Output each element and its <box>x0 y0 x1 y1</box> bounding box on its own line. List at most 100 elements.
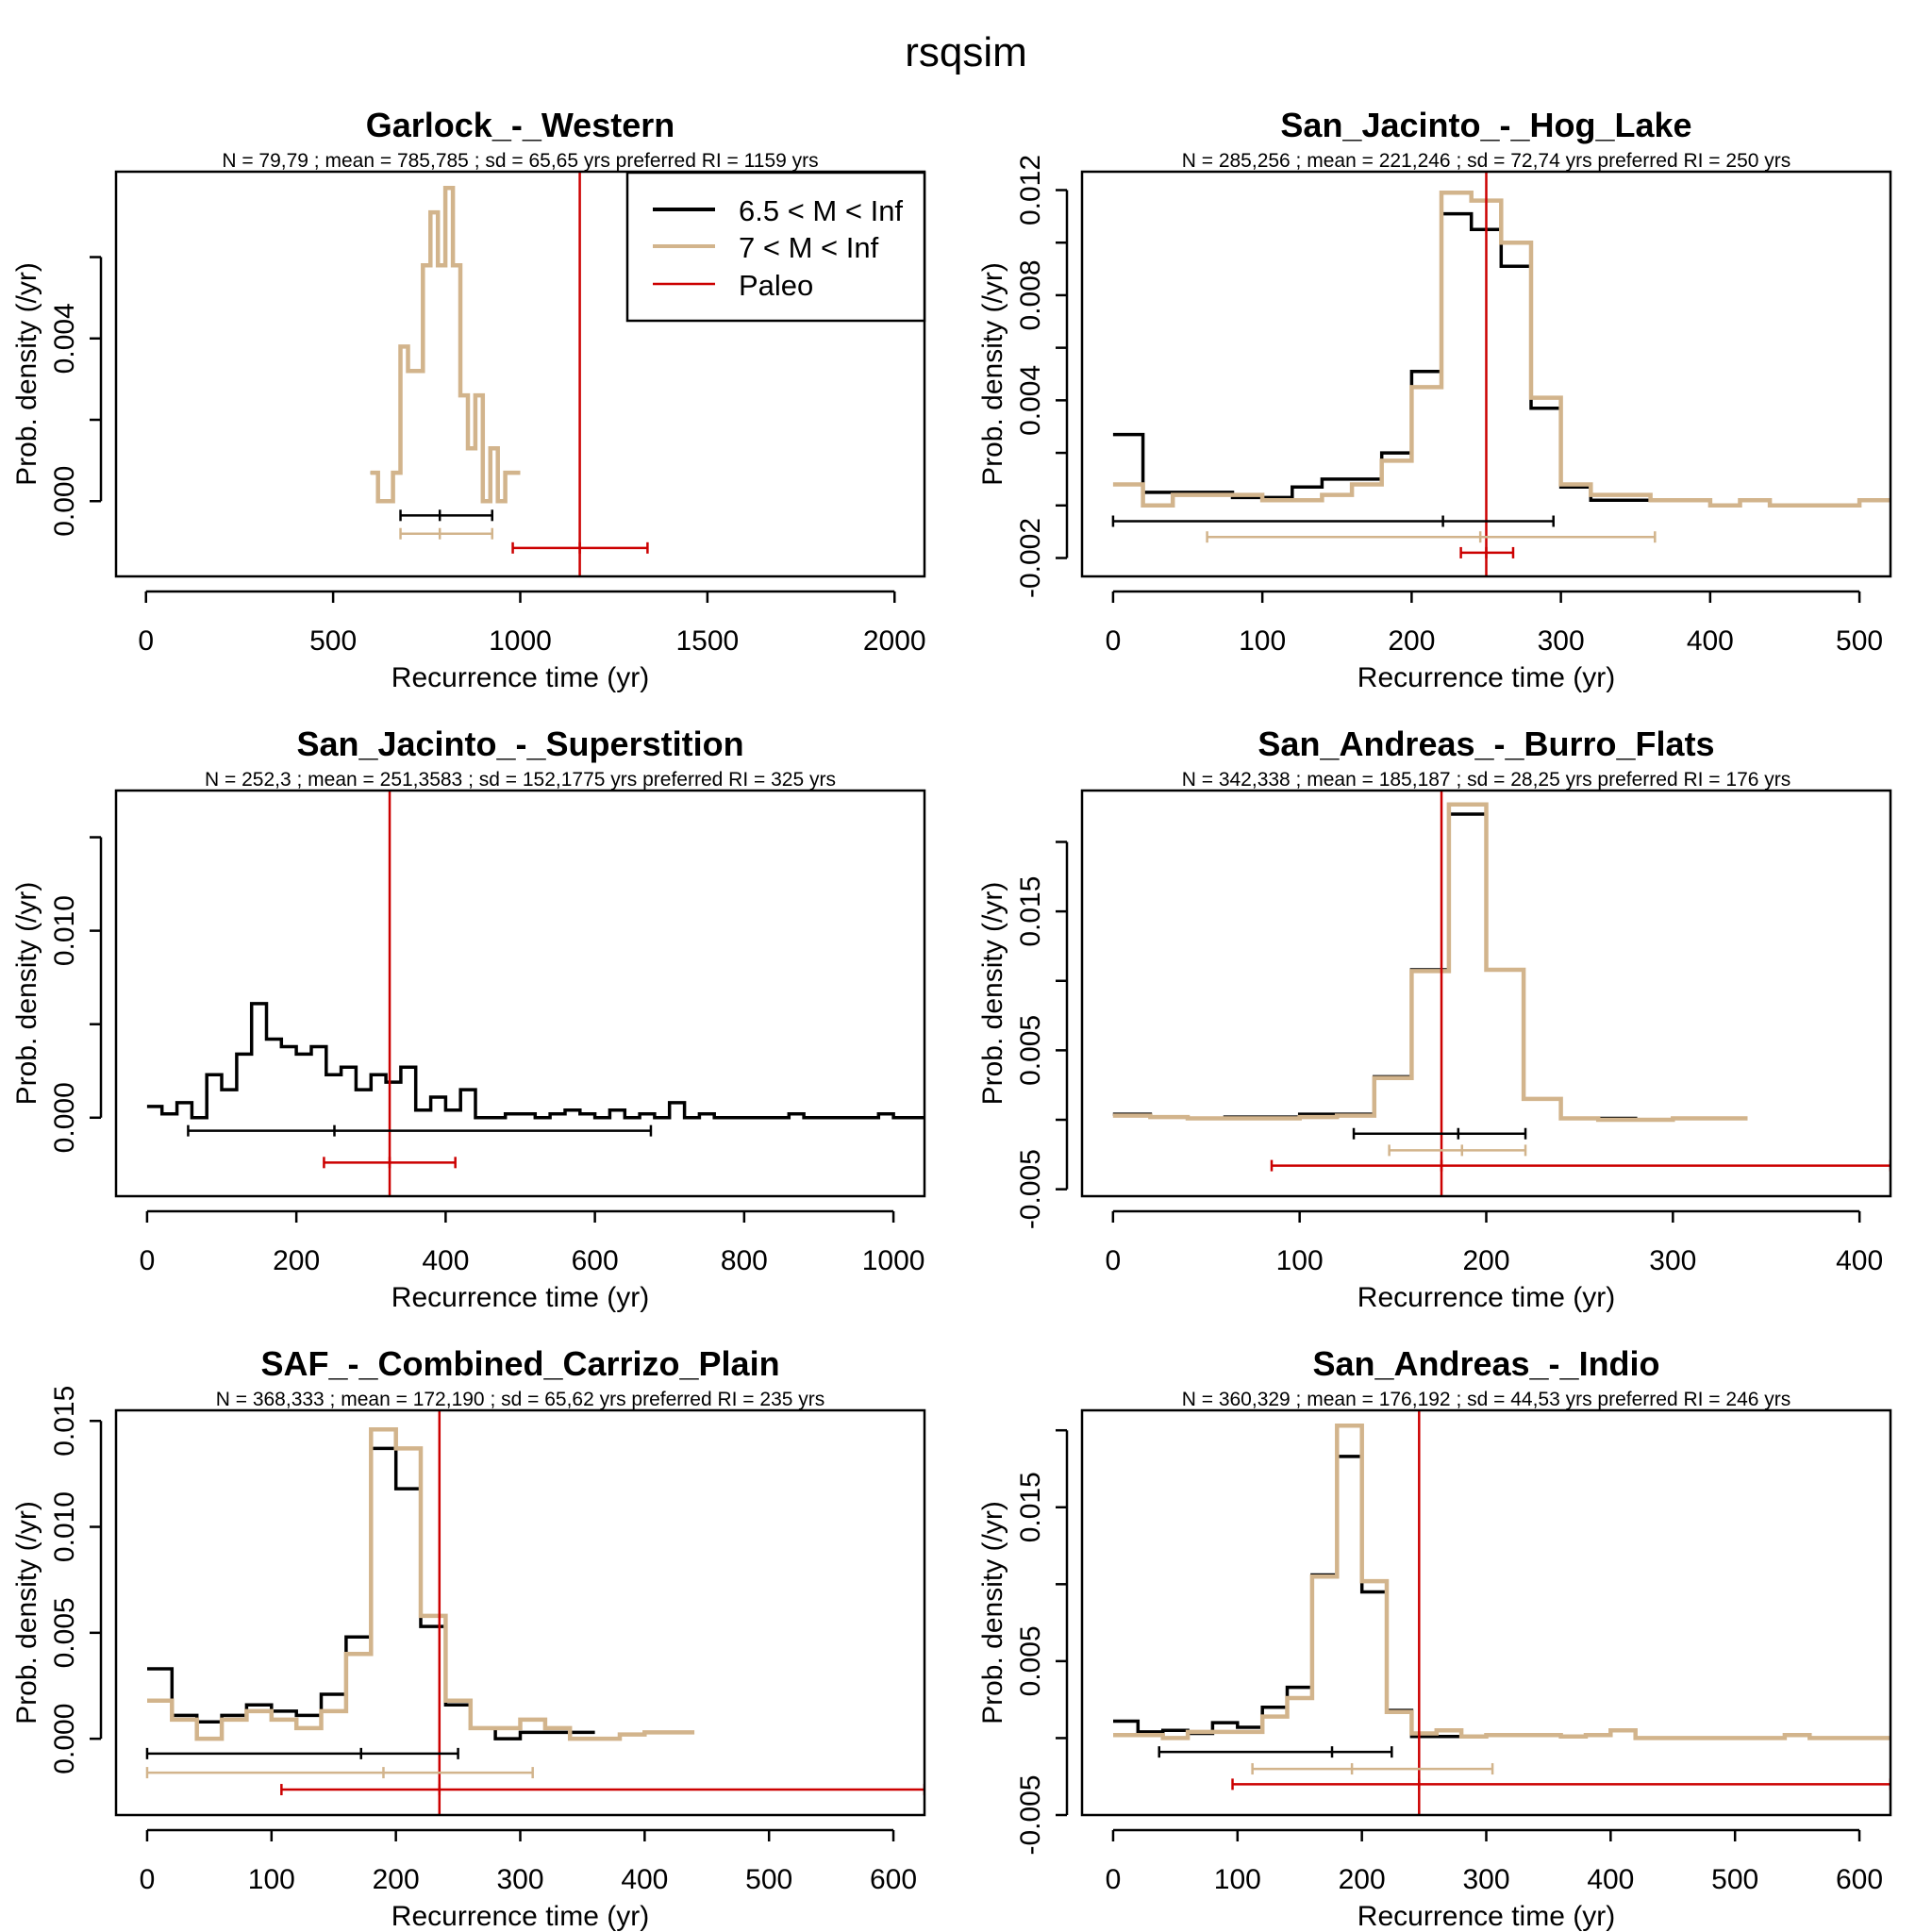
chart-title: Garlock_-_Western <box>366 106 675 144</box>
y-tick-label: 0.008 <box>1015 259 1046 330</box>
x-tick-label: 600 <box>1836 1864 1883 1895</box>
figure-title: rsqsim <box>905 29 1027 75</box>
chart-subtitle: N = 342,338 ; mean = 185,187 ; sd = 28,2… <box>1182 769 1791 791</box>
chart-subtitle: N = 252,3 ; mean = 251,3583 ; sd = 152,1… <box>205 769 836 791</box>
x-axis-label: Recurrence time (yr) <box>391 662 649 693</box>
x-tick-label: 600 <box>572 1245 619 1276</box>
x-tick-label: 500 <box>745 1864 792 1895</box>
legend: 6.5 < M < Inf 7 < M < Inf Paleo <box>625 171 926 323</box>
plot-frame <box>1080 1408 1892 1817</box>
x-axis: 0 200 400 600 800 1000 Recurrence time (yr) <box>140 1209 925 1313</box>
x-tick-label: 200 <box>273 1245 320 1276</box>
interval-bar-tan <box>1251 1763 1494 1775</box>
x-tick-label: 800 <box>721 1245 768 1276</box>
x-tick-label: 500 <box>1711 1864 1758 1895</box>
y-tick-label: 0.010 <box>49 1491 80 1562</box>
chart-panel: San_Jacinto_-_Superstition N = 252,3 ; me… <box>11 724 926 1313</box>
y-axis-label: Prob. density (/yr) <box>977 262 1008 486</box>
x-tick-label: 0 <box>1106 625 1122 657</box>
y-tick-label: 0.015 <box>1015 876 1046 947</box>
interval-bar-red <box>1459 546 1515 558</box>
interval-bar-tan <box>1206 531 1657 543</box>
y-axis: 0.000 0.005 0.010 0.015 Prob. density (/yr) <box>11 1386 103 1774</box>
y-tick-label: 0.000 <box>49 1082 80 1153</box>
series-line-tan <box>147 1426 695 1741</box>
y-tick-label: -0.005 <box>1015 1774 1046 1855</box>
interval-bar-black <box>145 1747 459 1759</box>
x-tick-label: 100 <box>248 1864 295 1895</box>
x-axis: 0 100 200 300 400 500 Recurrence time (yr) <box>1106 590 1883 693</box>
series-line-tan <box>1112 191 1890 508</box>
chart-title: SAF_-_Combined_Carrizo_Plain <box>260 1344 779 1383</box>
plot-area <box>370 172 649 576</box>
interval-bar-black <box>1111 515 1555 527</box>
interval-bar-red <box>1231 1778 1890 1790</box>
y-axis-label: Prob. density (/yr) <box>11 262 42 486</box>
chart-title: San_Andreas_-_Indio <box>1312 1344 1659 1383</box>
plot-area <box>146 791 924 1196</box>
y-tick-label: 0.005 <box>49 1597 80 1668</box>
plot-area <box>1113 1410 1890 1815</box>
interval-bar-black <box>1158 1746 1393 1758</box>
x-tick-label: 400 <box>1587 1864 1634 1895</box>
interval-bar-black <box>1352 1127 1527 1140</box>
legend-label: 6.5 < M < Inf <box>739 194 903 227</box>
interval-bar-black <box>187 1124 653 1137</box>
y-tick-label: -0.002 <box>1015 518 1046 598</box>
legend-label: Paleo <box>739 269 813 302</box>
x-axis: 0 100 200 300 400 500 600 Recurrence time (yr) <box>140 1828 917 1932</box>
chart-subtitle: N = 285,256 ; mean = 221,246 ; sd = 72,7… <box>1182 150 1791 172</box>
x-tick-label: 100 <box>1276 1245 1324 1276</box>
y-axis-label: Prob. density (/yr) <box>977 1501 1008 1724</box>
y-tick-label: 0.005 <box>1015 1625 1046 1696</box>
plot-frame <box>114 789 926 1198</box>
x-tick-label: 0 <box>1105 1245 1121 1276</box>
x-tick-label: 100 <box>1239 625 1286 657</box>
y-tick-label: -0.005 <box>1015 1149 1046 1229</box>
chart-subtitle: N = 79,79 ; mean = 785,785 ; sd = 65,65 … <box>222 150 818 172</box>
x-axis-label: Recurrence time (yr) <box>1357 662 1615 693</box>
legend-label: 7 < M < Inf <box>739 231 879 264</box>
x-tick-label: 300 <box>1462 1864 1509 1895</box>
y-tick-label: 0.000 <box>49 1704 80 1774</box>
plot-frame <box>1080 789 1892 1198</box>
x-axis-label: Recurrence time (yr) <box>1357 1282 1615 1313</box>
x-tick-label: 400 <box>621 1864 668 1895</box>
x-axis: 0 100 200 300 400 Recurrence time (yr) <box>1105 1209 1883 1313</box>
y-tick-label: 0.012 <box>1015 155 1046 225</box>
series-line-black <box>146 1002 924 1120</box>
x-tick-label: 600 <box>870 1864 917 1895</box>
series-line-tan <box>1113 1424 1890 1740</box>
x-tick-label: 2000 <box>863 625 926 657</box>
chart-panel: Garlock_-_Western N = 79,79 ; mean = 785,… <box>11 106 926 693</box>
x-tick-label: 0 <box>1106 1864 1122 1895</box>
x-tick-label: 1500 <box>676 625 740 657</box>
x-axis-label: Recurrence time (yr) <box>391 1282 649 1313</box>
y-tick-label: 0.004 <box>49 303 80 374</box>
y-tick-label: 0.015 <box>1015 1472 1046 1542</box>
chart-subtitle: N = 368,333 ; mean = 172,190 ; sd = 65,6… <box>216 1389 825 1410</box>
x-tick-label: 500 <box>309 625 357 657</box>
plot-area <box>145 1410 924 1815</box>
interval-bar-red <box>323 1157 457 1169</box>
x-tick-label: 1000 <box>489 625 552 657</box>
y-tick-label: 0.000 <box>49 466 80 537</box>
x-tick-label: 200 <box>373 1864 420 1895</box>
x-axis: 0 100 200 300 400 500 600 Recurrence time (yr) <box>1106 1828 1883 1932</box>
x-tick-label: 1000 <box>862 1245 925 1276</box>
x-tick-label: 400 <box>1687 625 1734 657</box>
interval-bar-red <box>511 541 649 554</box>
x-tick-label: 300 <box>1538 625 1585 657</box>
plot-frame <box>114 170 926 578</box>
chart-title: San_Andreas_-_Burro_Flats <box>1257 724 1714 763</box>
chart-title: San_Jacinto_-_Hog_Lake <box>1280 106 1691 144</box>
interval-bar-red <box>280 1784 924 1796</box>
x-axis-label: Recurrence time (yr) <box>1357 1901 1615 1932</box>
x-tick-label: 500 <box>1836 625 1883 657</box>
y-tick-label: 0.005 <box>1015 1015 1046 1086</box>
chart-panel: SAF_-_Combined_Carrizo_Plain N = 368,333 … <box>11 1344 926 1932</box>
chart-subtitle: N = 360,329 ; mean = 176,192 ; sd = 44,5… <box>1182 1389 1791 1410</box>
x-tick-label: 300 <box>496 1864 543 1895</box>
